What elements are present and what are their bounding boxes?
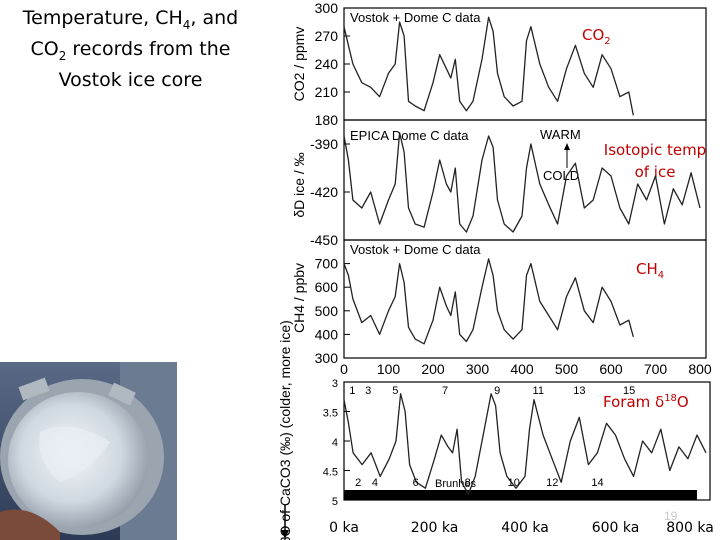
marine-isotope-stage-label: 7 [442,385,448,397]
deuterium-panel-subtitle: EPICA Dome C data [350,128,469,143]
foram-series-line [343,393,707,495]
cold-label: COLD [543,168,579,183]
ch4-ylabel: CH4 / ppbv [291,263,307,333]
ch4-ytick-label: 400 [315,326,339,342]
ch4-xtick-label: 600 [599,361,623,377]
ice-core-photo [0,362,177,540]
ch4-xtick-label: 0 [340,361,348,377]
ch4-ytick-label: 600 [315,279,339,295]
ch4-ytick-label: 300 [315,350,339,366]
co2-annotation: CO2 [582,26,611,47]
co2-series-line [343,16,634,116]
marine-isotope-stage-label: 10 [508,477,520,489]
ch4-ytick-label: 700 [315,256,339,272]
co2-panel-subtitle: Vostok + Dome C data [350,10,481,25]
marine-isotope-stage-label: 6 [413,477,419,489]
co2-ytick-label: 210 [315,84,339,100]
brunhes-bar [344,490,697,500]
ch4-xtick-label: 500 [555,361,579,377]
marine-isotope-stage-label: 4 [372,477,378,489]
foram-ytick-label: 5 [332,496,338,508]
marine-isotope-stage-label: 15 [623,385,635,397]
deuterium-ytick-label: -390 [310,136,338,152]
isotopic-temp-annotation-line2: of ice [635,163,676,181]
foram-ytick-label: 4.5 [323,467,338,479]
ch4-xtick-label: 300 [466,361,490,377]
age-labels: 0 ka 200 ka 400 ka 600 ka 800 ka [329,520,714,536]
marine-isotope-stage-label: 13 [573,385,585,397]
age-label: 600 ka [592,520,640,536]
marine-isotope-stage-label: 12 [546,477,558,489]
foram-ytick-label: 4 [332,437,338,449]
co2-ytick-label: 270 [315,28,339,44]
ch4-xtick-label: 200 [421,361,445,377]
warm-arrowhead [564,143,570,150]
slide-number: 19 [664,509,678,523]
age-label: 200 ka [411,520,459,536]
marine-isotope-stage-label: 5 [392,385,398,397]
co2-ytick-label: 300 [315,0,339,16]
brunhes-label: Brunhes [435,478,476,490]
marine-isotope-stage-label: 11 [533,385,544,397]
marine-isotope-stage-label: 1 [349,385,355,397]
isotopic-temp-annotation-line1: Isotopic temp [604,141,706,159]
ch4-xtick-label: 800 [688,361,712,377]
age-label: 800 ka [666,520,714,536]
ch4-xtick-label: 400 [510,361,534,377]
ch4-xtick-label: 100 [377,361,401,377]
co2-ytick-label: 180 [315,112,339,128]
foram-ytick-label: 3.5 [323,408,338,420]
colder-arrowhead [281,530,289,539]
foram-annotation: Foram δ18O [603,393,689,411]
deuterium-ytick-label: -450 [310,232,338,248]
slide-title: Temperature, CH4, and CO2 records from t… [22,7,239,91]
ch4-panel-frame [343,239,707,359]
marine-isotope-stage-label: 3 [365,385,371,397]
marine-isotope-stage-label: 9 [494,385,500,397]
warm-label: WARM [540,127,581,142]
ch4-series-line [343,258,634,345]
foram-ytick-label: 3 [332,378,338,390]
ch4-panel-subtitle: Vostok + Dome C data [350,242,481,257]
deuterium-ytick-label: -420 [310,184,338,200]
marine-isotope-stage-label: 14 [591,477,603,489]
ch4-annotation: CH4 [636,260,664,281]
foram-ylabel: δ18O of CaCO3 (‰) (colder, more ice) [277,320,293,540]
age-label: 0 ka [329,520,359,536]
marine-isotope-stage-label: 2 [355,477,361,489]
deuterium-ylabel: δD ice / ‰ [291,152,307,217]
co2-ytick-label: 240 [315,56,339,72]
ch4-xtick-label: 700 [644,361,668,377]
age-label: 400 ka [501,520,549,536]
marine-isotope-stage-label: 8 [465,477,471,489]
deuterium-series-line [343,132,701,233]
co2-ylabel: CO2 / ppmv [291,27,307,102]
ch4-ytick-label: 500 [315,303,339,319]
